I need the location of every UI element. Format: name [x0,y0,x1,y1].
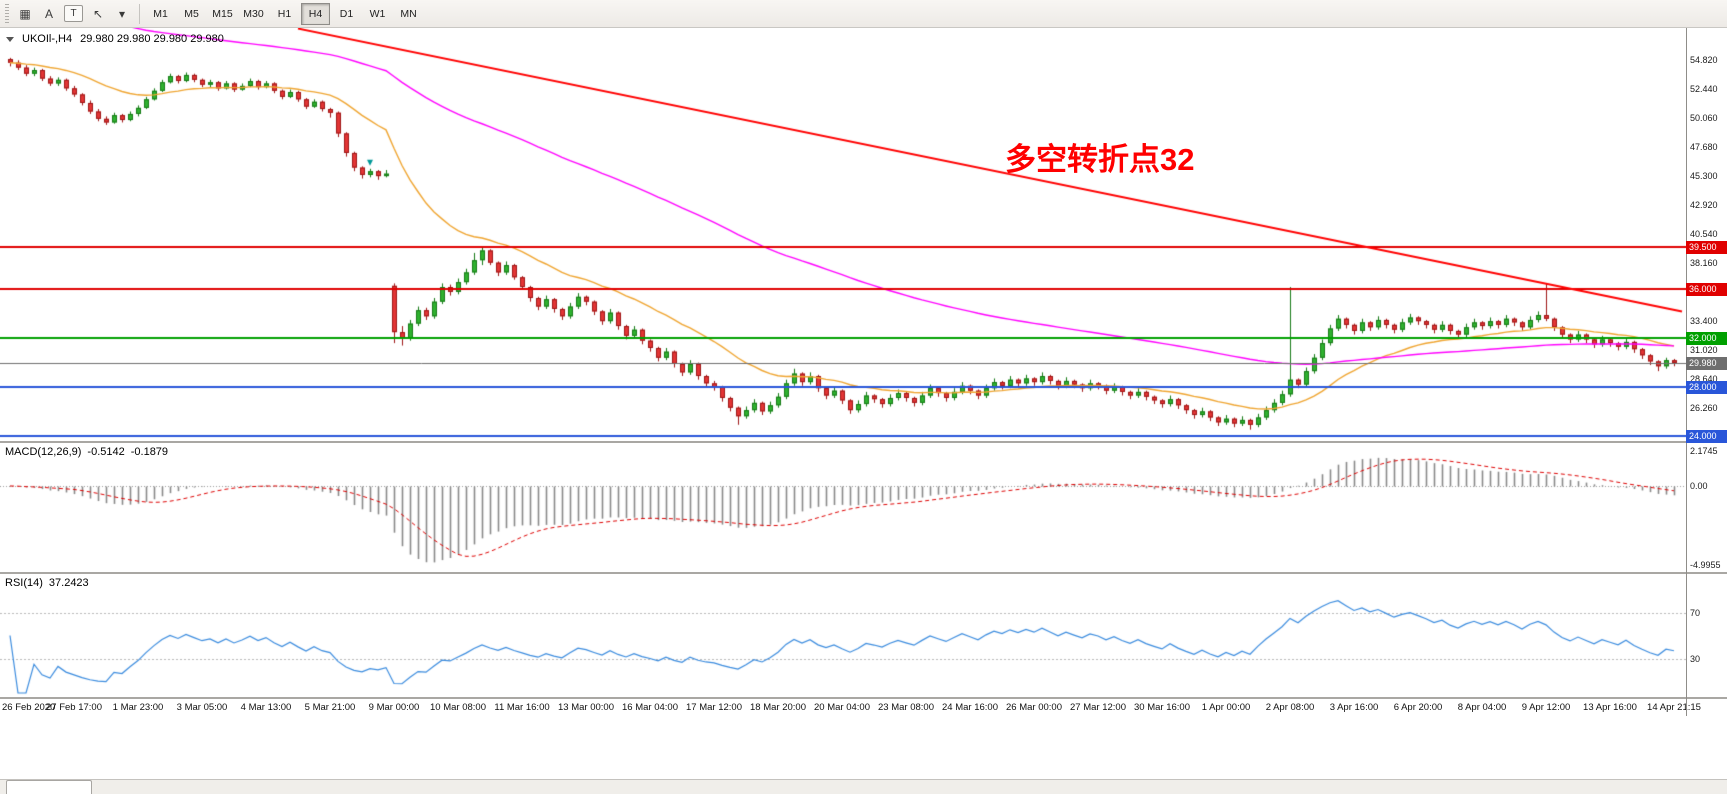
rsi-panel: RSI(14) 37.2423 [0,574,1686,697]
rsi-axis-label: 30 [1690,653,1701,664]
timeframe-button-mn[interactable]: MN [400,7,417,20]
time-axis[interactable]: 26 Feb 2020 27 Feb 17:00 1 Mar 23:00 3 Mar … [0,699,1727,716]
price-tick-label: 42.920 [1690,200,1718,211]
time-axis-label: 14 Apr 21:15 [1647,702,1701,713]
chart-title: UKOIl-,H4 29.980 29.980 29.980 29.980 [6,33,224,45]
time-axis-label: 20 Mar 04:00 [814,702,870,713]
timeframe-button-m30[interactable]: M30 [243,7,264,20]
toolbar-divider [139,3,140,24]
price-tick-label: 28.640 [1690,374,1718,385]
timeframe-button-w1[interactable]: W1 [369,7,386,20]
time-axis-label: 5 Mar 21:00 [304,702,356,713]
time-axis-label: 8 Apr 04:00 [1457,702,1507,713]
time-axis-label: 2 Apr 08:00 [1265,702,1315,713]
main-chart-canvas[interactable] [0,28,1686,441]
price-tick-label: 52.440 [1690,84,1718,95]
timeframe-group: M1 M5 M15 M30 H1 H4 D1 W1 MN [145,2,424,25]
time-axis-label: 17 Mar 12:00 [686,702,742,713]
cursor-tool-icon[interactable]: ↖ [92,6,104,21]
timeframe-button-m1[interactable]: M1 [153,7,168,20]
price-tick-label: 38.160 [1690,258,1718,269]
time-axis-label: 24 Mar 16:00 [942,702,998,713]
time-axis-label: 16 Mar 04:00 [622,702,678,713]
time-axis-label: 27 Feb 17:00 [46,702,102,713]
timeframe-button-m5[interactable]: M5 [184,7,199,20]
text-tool-button[interactable]: T [64,5,83,22]
timeframe-button-m15[interactable]: M15 [212,7,233,20]
macd-canvas[interactable] [0,443,1686,572]
time-axis-label: 1 Mar 23:00 [112,702,164,713]
time-axis-label: 3 Apr 16:00 [1329,702,1379,713]
price-tick-label: 33.400 [1690,316,1718,327]
timeframe-button-d1[interactable]: D1 [339,7,354,20]
macd-axis-label: 2.1745 [1690,446,1718,457]
panel-resize-handle-rsi[interactable] [0,572,1727,574]
charts-grid-icon[interactable]: ▦ [19,6,31,21]
panel-resize-handle-macd[interactable] [0,441,1727,443]
time-axis-label: 9 Mar 00:00 [368,702,420,713]
annotation-text: 多空转折点32 [1005,142,1195,177]
price-tick-label: 50.060 [1690,113,1718,124]
symbol-period-label: UKOIl-,H4 [22,33,73,45]
time-axis-label: 9 Apr 12:00 [1521,702,1571,713]
time-axis-label: 26 Mar 00:00 [1006,702,1062,713]
text-label-tool-button[interactable]: A [44,6,53,21]
time-axis-label: 6 Apr 20:00 [1393,702,1443,713]
time-axis-label: 11 Mar 16:00 [494,702,550,713]
toolbar-grip-handle[interactable] [5,3,9,24]
macd-axis-label: -4.9955 [1690,560,1721,571]
time-axis-label: 1 Apr 00:00 [1201,702,1251,713]
toolbar: ▦ A T ↖ ▾ M1 M5 M15 M30 H1 H4 D1 W1 MN [0,0,1727,28]
time-axis-label: 13 Mar 00:00 [558,702,614,713]
macd-panel: MACD(12,26,9) -0.5142 -0.1879 [0,443,1686,572]
toolbar-tools: ▦ A T ↖ ▾ [13,3,134,25]
macd-main-value: -0.5142 [87,446,125,458]
rsi-axis[interactable]: 70 30 [1687,574,1727,697]
time-axis-label: 13 Apr 16:00 [1583,702,1637,713]
macd-signal-value: -0.1879 [130,446,169,458]
main-chart-panel: UKOIl-,H4 29.980 29.980 29.980 29.980 多空… [0,28,1686,441]
time-axis-label: 27 Mar 12:00 [1070,702,1126,713]
rsi-indicator-name: RSI(14) [5,577,43,589]
price-tick-label: 31.020 [1690,345,1718,356]
time-axis-label: 3 Mar 05:00 [176,702,228,713]
price-line-badge: 39.500 [1686,240,1727,254]
time-axis-label: 23 Mar 08:00 [878,702,934,713]
time-axis-label: 18 Mar 20:00 [750,702,806,713]
macd-indicator-name: MACD(12,26,9) [5,446,82,458]
time-axis-label: 26 Feb 2020 [2,702,56,713]
time-axis-label: 30 Mar 16:00 [1134,702,1190,713]
macd-axis[interactable]: 2.1745 0.00 -4.9955 [1687,443,1727,572]
price-line-badge: 24.000 [1686,429,1727,443]
time-axis-separator [0,697,1727,699]
price-tick-label: 40.540 [1690,229,1718,240]
ohlc-values: 29.980 29.980 29.980 29.980 [80,33,224,45]
price-tick-label: 26.260 [1690,403,1718,414]
price-tick-label: 54.820 [1690,55,1718,66]
timeframe-button-h4[interactable]: H4 [301,2,330,25]
chart-collapse-caret-icon[interactable] [6,36,14,42]
time-axis-label: 10 Mar 08:00 [430,702,486,713]
price-axis-separator [1686,28,1687,716]
rsi-label: RSI(14) 37.2423 [5,577,89,589]
main-price-axis[interactable]: 54.820 52.440 50.060 47.680 45.300 42.920 40.5… [1686,28,1727,443]
price-line-badge: 36.000 [1686,283,1727,297]
time-axis-label: 4 Mar 13:00 [240,702,292,713]
rsi-axis-label: 70 [1690,607,1701,618]
bottom-tab-bar [0,779,1727,794]
price-line-badge: 32.000 [1686,332,1727,346]
tools-dropdown-caret-icon[interactable]: ▾ [118,6,126,21]
macd-label: MACD(12,26,9) -0.5142 -0.1879 [5,446,168,458]
price-line-badge: 29.980 [1686,356,1727,370]
macd-axis-label: 0.00 [1690,480,1708,491]
rsi-value: 37.2423 [48,577,89,589]
chart-tab[interactable] [6,780,92,794]
price-line-badge: 28.000 [1686,380,1727,394]
rsi-canvas[interactable] [0,574,1686,697]
price-tick-label: 45.300 [1690,171,1718,182]
timeframe-button-h1[interactable]: H1 [277,7,292,20]
price-tick-label: 47.680 [1690,142,1718,153]
